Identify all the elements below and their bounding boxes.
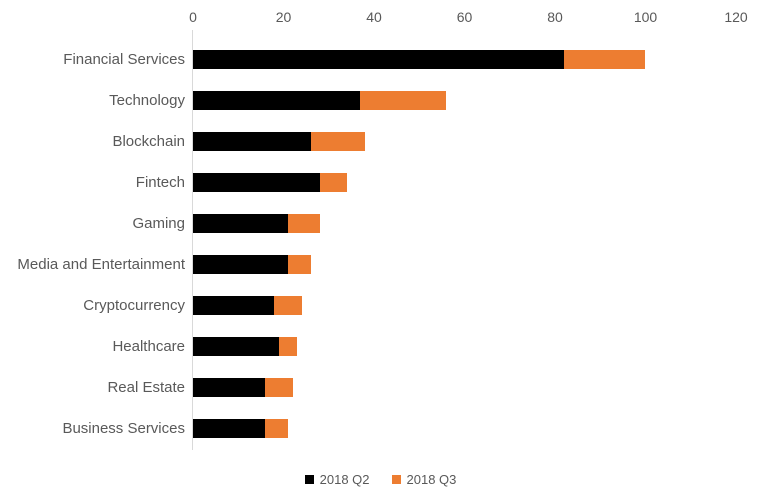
bar-row (193, 337, 298, 356)
bar-segment-2018-q3 (319, 173, 347, 192)
legend-swatch-icon (391, 474, 401, 484)
category-label: Gaming (132, 215, 185, 232)
legend: 2018 Q2 2018 Q3 (0, 468, 761, 490)
bar-segment-2018-q3 (288, 255, 311, 274)
bar-segment-2018-q2 (193, 419, 266, 438)
category-label: Blockchain (112, 133, 185, 150)
bar-row (193, 296, 302, 315)
bar-row (193, 132, 365, 151)
bar-segment-2018-q2 (193, 132, 311, 151)
x-tick-label: 60 (456, 9, 473, 25)
category-label: Technology (109, 92, 185, 109)
x-tick-label: 40 (366, 9, 382, 25)
bar-segment-2018-q2 (193, 50, 565, 69)
bar-row (193, 173, 347, 192)
category-label: Cryptocurrency (83, 297, 185, 314)
legend-swatch-icon (304, 474, 314, 484)
bar-segment-2018-q2 (193, 214, 289, 233)
bar-segment-2018-q3 (288, 214, 320, 233)
x-tick-label: 120 (724, 9, 748, 25)
legend-label: 2018 Q3 (406, 471, 457, 487)
bar-segment-2018-q2 (193, 91, 361, 110)
x-tick-label: 100 (633, 9, 658, 25)
bar-segment-2018-q2 (193, 296, 275, 315)
bar-segment-2018-q3 (274, 296, 302, 315)
bar-segment-2018-q2 (193, 378, 266, 397)
category-label: Financial Services (63, 51, 185, 68)
bar-segment-2018-q3 (265, 378, 293, 397)
bar-row (193, 255, 311, 274)
legend-item: 2018 Q2 (304, 471, 370, 487)
bar-segment-2018-q3 (265, 419, 289, 438)
bar-segment-2018-q3 (564, 50, 646, 69)
bar-row (193, 214, 320, 233)
bar-segment-2018-q2 (193, 255, 289, 274)
bar-row (193, 50, 646, 69)
category-label: Fintech (135, 174, 185, 191)
legend-label: 2018 Q2 (319, 471, 370, 487)
bar-row (193, 419, 289, 438)
bar-segment-2018-q2 (193, 337, 279, 356)
bar-segment-2018-q3 (360, 91, 447, 110)
x-tick-label: 20 (275, 9, 292, 25)
category-label: Business Services (62, 420, 185, 437)
bar-segment-2018-q3 (310, 132, 365, 151)
bar-segment-2018-q2 (193, 173, 320, 192)
category-label: Media and Entertainment (17, 256, 185, 273)
x-tick-label: 80 (547, 9, 563, 25)
bar-row (193, 91, 447, 110)
category-label: Real Estate (107, 379, 185, 396)
category-label: Healthcare (112, 338, 185, 355)
bar-row (193, 378, 293, 397)
x-tick-label: 0 (189, 9, 197, 25)
legend-item: 2018 Q3 (391, 471, 457, 487)
x-axis: 0 20 40 60 80 100 120 (0, 8, 761, 28)
y-axis-line (192, 30, 193, 450)
bar-segment-2018-q3 (278, 337, 298, 356)
